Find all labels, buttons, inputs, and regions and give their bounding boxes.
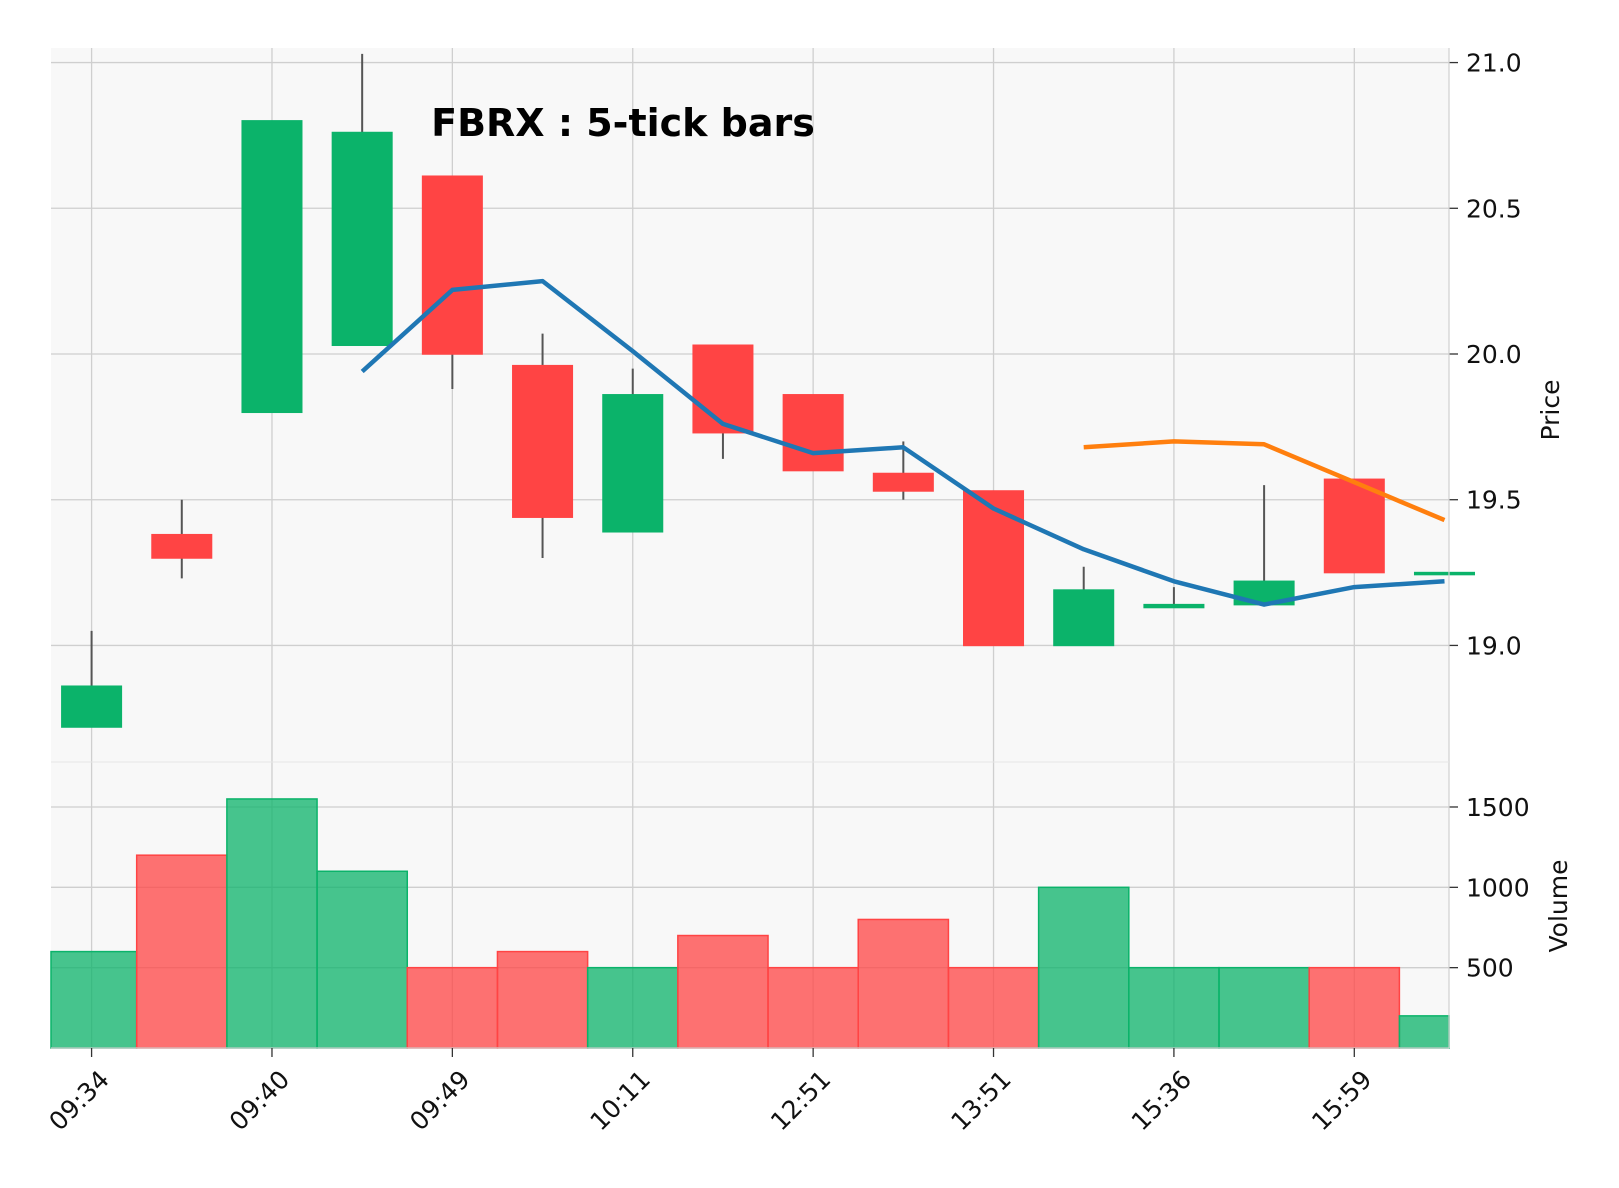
candle-up [602,394,664,533]
candle-up [331,131,393,347]
volume-bar-up [1398,1015,1450,1049]
volume-tick-label: 1500 [1466,793,1530,822]
volume-bar-up [586,966,679,1049]
candle-down [963,490,1025,647]
candle-up [241,120,303,414]
volume-bar-up [1128,966,1220,1049]
volume-bar-down [135,854,228,1049]
candle-down [421,175,483,355]
chart-title: FBRX : 5-tick bars [431,101,815,145]
volume-tick-label: 500 [1466,954,1514,983]
price-tick-label: 20.0 [1466,340,1522,369]
volume-bar-down [1308,966,1401,1049]
volume-axis-label: Volume [1544,860,1573,953]
price-axis-label: Price [1536,380,1565,441]
candle-up [1413,571,1476,576]
price-candles [61,53,1476,728]
volume-bar-down [496,950,589,1049]
candle-down [872,472,934,492]
price-tick-label: 21.0 [1466,49,1522,78]
price-tick-label: 20.5 [1466,194,1522,223]
candle-up [1143,603,1205,609]
candle-up [1053,589,1115,647]
price-axis-ticks: 19.0 19.5 20.0 20.5 21.0 [1449,49,1522,660]
volume-bar-down [767,966,859,1049]
volume-axis-ticks: 500 1000 1500 [1449,793,1530,983]
candle-down [512,364,574,518]
volume-bar-up [1218,966,1310,1049]
volume-bar-down [947,966,1040,1049]
volume-bar-up [316,870,409,1049]
price-tick-label: 19.5 [1466,486,1522,515]
moving-average-lines [360,278,1446,607]
volume-bar-down [406,966,499,1049]
candle-up [61,685,123,728]
volume-bar-up [226,798,318,1049]
price-tick-label: 19.0 [1466,631,1522,660]
volume-tick-label: 1000 [1466,873,1530,902]
volume-bar-up [1037,886,1130,1049]
volume-bars [50,798,1450,1049]
moving-average-short-line [360,278,1445,607]
volume-bar-down [677,934,769,1049]
candle-down [1323,478,1385,574]
volume-bar-up [50,950,138,1049]
candle-down [782,394,844,472]
candle-down [692,344,754,434]
candle-down [151,533,213,559]
moving-average-long-line [1083,439,1446,523]
volume-bar-down [857,918,950,1049]
